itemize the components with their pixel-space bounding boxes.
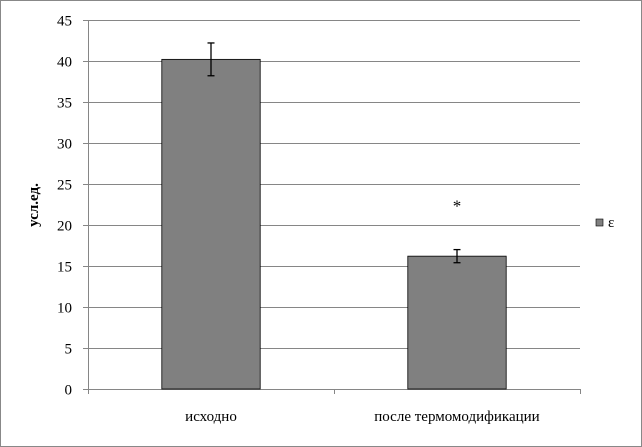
x-tick-label: исходно [185, 409, 237, 425]
y-tick-label: 15 [57, 260, 72, 276]
y-tick-label: 5 [65, 342, 73, 358]
y-tick-label: 20 [57, 219, 72, 235]
significance-marker: * [453, 197, 462, 216]
y-tick-label: 0 [65, 383, 73, 399]
x-tick-label: после термомодификации [374, 409, 539, 425]
y-tick-label: 45 [57, 14, 72, 30]
legend-swatch [595, 218, 604, 227]
y-tick-label: 40 [57, 55, 72, 71]
bar [407, 255, 507, 390]
legend-label: ε [608, 215, 614, 231]
bar [161, 58, 261, 390]
y-tick-label: 25 [57, 178, 72, 194]
y-tick-label: 35 [57, 96, 72, 112]
y-axis-title: усл.ед. [26, 183, 42, 227]
y-tick-label: 30 [57, 137, 72, 153]
y-tick-label: 10 [57, 301, 72, 317]
